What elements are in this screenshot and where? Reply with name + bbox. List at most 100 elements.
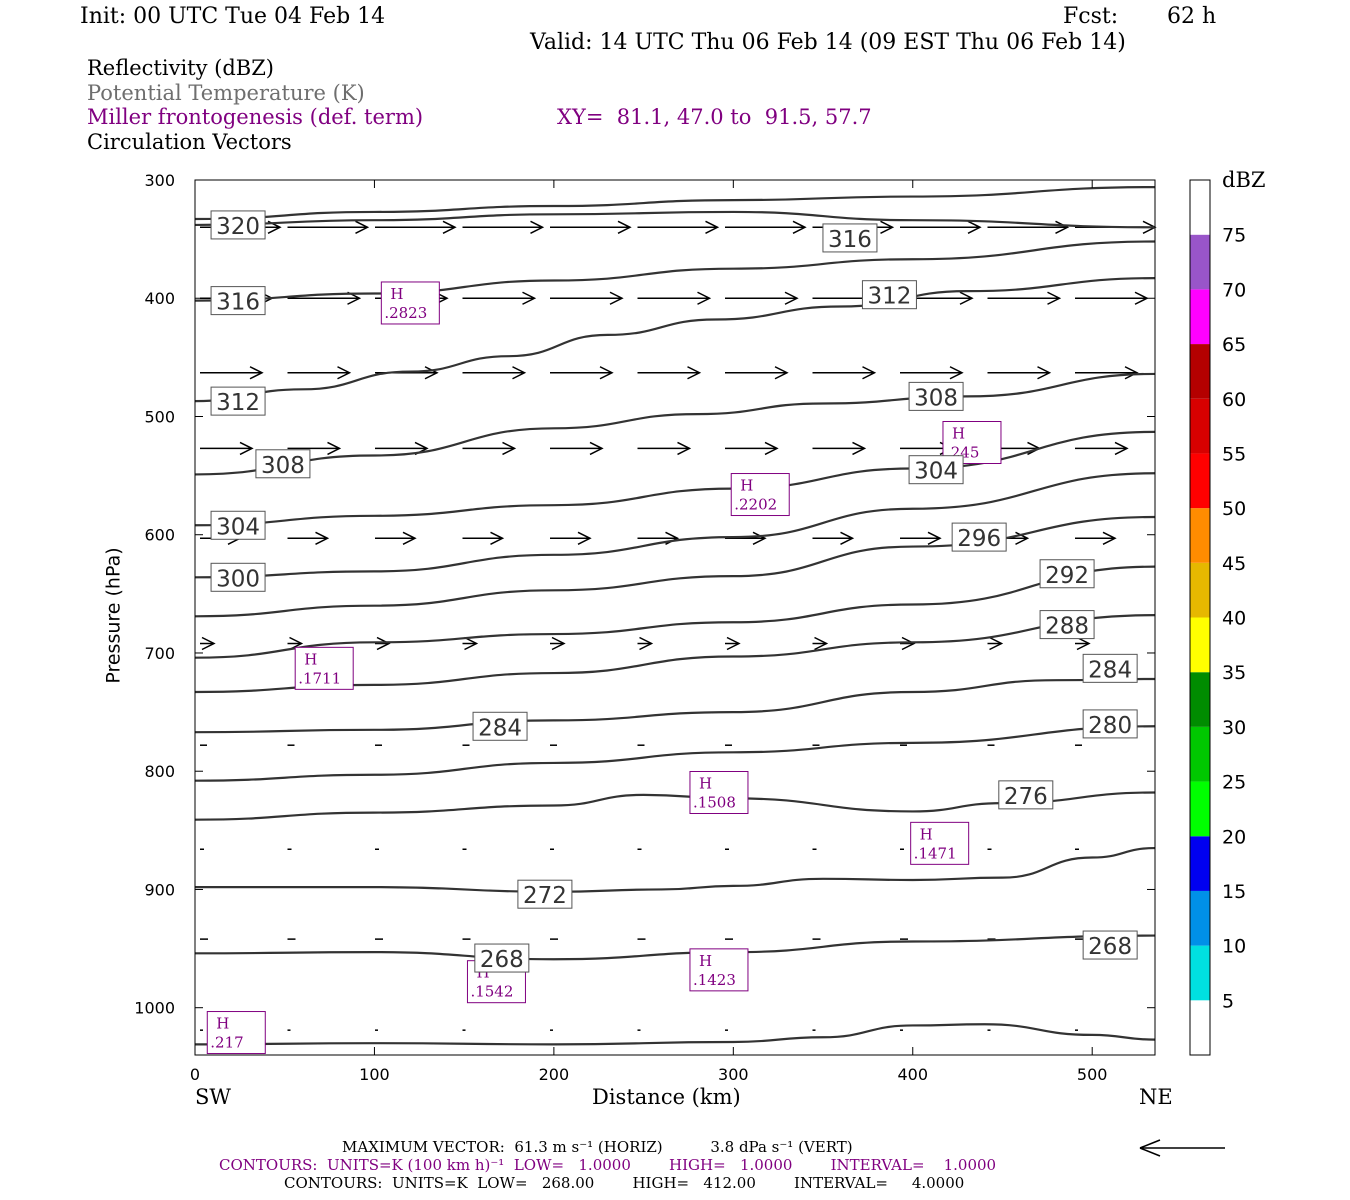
vector-head [512, 366, 527, 380]
vector-head [784, 291, 799, 305]
fronto-high-value: .1471 [914, 844, 957, 862]
vector-head [639, 636, 654, 651]
colorbar-label: 20 [1222, 826, 1246, 848]
fronto-high-letter: H [304, 650, 317, 668]
theta-contour-284 [194, 677, 1156, 734]
vector-head [949, 366, 964, 380]
colorbar-segment [1190, 1000, 1210, 1055]
vector-head [901, 636, 916, 651]
theta-label: 268 [1088, 934, 1132, 960]
colorbar-segment [1190, 508, 1210, 563]
fronto-high-box [689, 948, 749, 992]
theta-label: 276 [1004, 784, 1048, 810]
colorbar-frame [1189, 179, 1211, 1056]
fronto-high-box [910, 821, 970, 865]
fronto-high-box [206, 1011, 266, 1055]
y-tick-label: 500 [144, 407, 175, 426]
vector-head [814, 636, 829, 651]
vector-head [464, 636, 479, 651]
colorbar-segment [1190, 617, 1210, 673]
theta-contour-308 [194, 372, 1156, 476]
colorbar-segment [1190, 945, 1210, 1001]
fronto-high-box [689, 771, 749, 814]
colorbar-title: dBZ [1222, 168, 1266, 192]
theta-contour-292 [194, 565, 1156, 659]
theta-label: 268 [480, 947, 524, 973]
theta-label: 312 [867, 284, 911, 310]
vector-head [687, 366, 702, 380]
theta-label: 284 [1088, 657, 1132, 683]
fronto-high-value: .1711 [298, 669, 341, 687]
theta-label: 308 [914, 385, 958, 411]
fronto-high-box [294, 646, 354, 690]
vector-head [705, 220, 720, 234]
theta-contour-304 [194, 430, 1156, 527]
colorbar-label: 45 [1222, 553, 1246, 575]
theta-label-box [517, 879, 573, 909]
valid-time: Valid: 14 UTC Thu 06 Feb 14 (09 EST Thu … [530, 30, 1126, 55]
theta-contour-316 [194, 240, 1156, 302]
theta-label: 320 [216, 214, 260, 240]
theta-contour-288 [194, 614, 1156, 694]
theta-contour-268 [194, 934, 1156, 961]
theta-contour-300 [194, 472, 1156, 579]
vector-head [1124, 366, 1139, 380]
y-tick-label: 800 [144, 762, 175, 781]
theta-label-box [255, 449, 311, 479]
fronto-high-value: .2823 [384, 304, 427, 322]
vector-head [239, 441, 254, 456]
theta-label: 304 [914, 459, 958, 485]
colorbar-segment [1190, 836, 1210, 891]
vector-head [376, 636, 391, 651]
vector-head [201, 636, 216, 651]
plot-frame [194, 179, 1156, 1056]
reflectivity-colorbar: 5 10 15 20 25 30 35 40 45 50 55 60 65 70 75 [1189, 179, 1246, 1056]
theta-label: 308 [261, 453, 305, 479]
theta-label-box [1039, 610, 1095, 640]
x-tick-label: 200 [539, 1065, 570, 1084]
forecast-label: Fcst: [1063, 4, 1119, 29]
vector-head [677, 441, 692, 456]
fronto-high-letter: H [699, 952, 712, 970]
theta-contour-276 [194, 791, 1156, 821]
theta-contour-264 [194, 1023, 1156, 1046]
circulation-vectors [200, 220, 1157, 1031]
vector-head [589, 441, 604, 456]
theta-label-box [908, 455, 964, 485]
y-tick-label: 300 [144, 171, 175, 190]
theta-labels: 320 316 316 312 312 308 308 304 304 300 296 292 288 2… [210, 210, 1138, 973]
theta-label-box [1082, 709, 1138, 739]
vector-head [599, 366, 614, 380]
vector-head [490, 531, 505, 545]
theta-label: 312 [216, 390, 260, 416]
y-tick-label: 900 [144, 880, 175, 899]
theta-label-box [822, 223, 878, 253]
colorbar-label: 15 [1222, 881, 1246, 903]
vector-head [1076, 636, 1091, 651]
x-tick-label: 500 [1077, 1065, 1108, 1084]
vector-head [1055, 220, 1070, 234]
colorbar-label: 25 [1222, 772, 1246, 794]
vector-head [764, 441, 779, 456]
colorbar-label: 75 [1222, 225, 1246, 247]
y-axis-title: Pressure (hPa) [102, 547, 125, 684]
theta-label-box [1039, 559, 1095, 589]
vector-head [442, 220, 457, 234]
vector-head [880, 220, 895, 234]
x-tick-label: 100 [359, 1065, 390, 1084]
fronto-high-value: .217 [210, 1034, 243, 1052]
vector-head [726, 636, 741, 651]
cross-section-endpoints: XY= 81.1, 47.0 to 91.5, 57.7 [557, 105, 872, 129]
vector-head [862, 366, 877, 380]
colorbar-segment [1190, 453, 1210, 509]
forecast-hour: 62 h [1167, 4, 1217, 29]
colorbar-label: 50 [1222, 498, 1246, 520]
theta-contour-320 [194, 210, 1156, 229]
colorbar-segment [1190, 890, 1210, 946]
x-tick-label: 400 [897, 1065, 928, 1084]
theta-label: 316 [828, 227, 872, 253]
theta-contour-324 [194, 185, 1156, 221]
y-tick-label: 1000 [134, 999, 175, 1018]
colorbar-label: 5 [1222, 990, 1234, 1012]
theta-label-box [861, 280, 917, 310]
